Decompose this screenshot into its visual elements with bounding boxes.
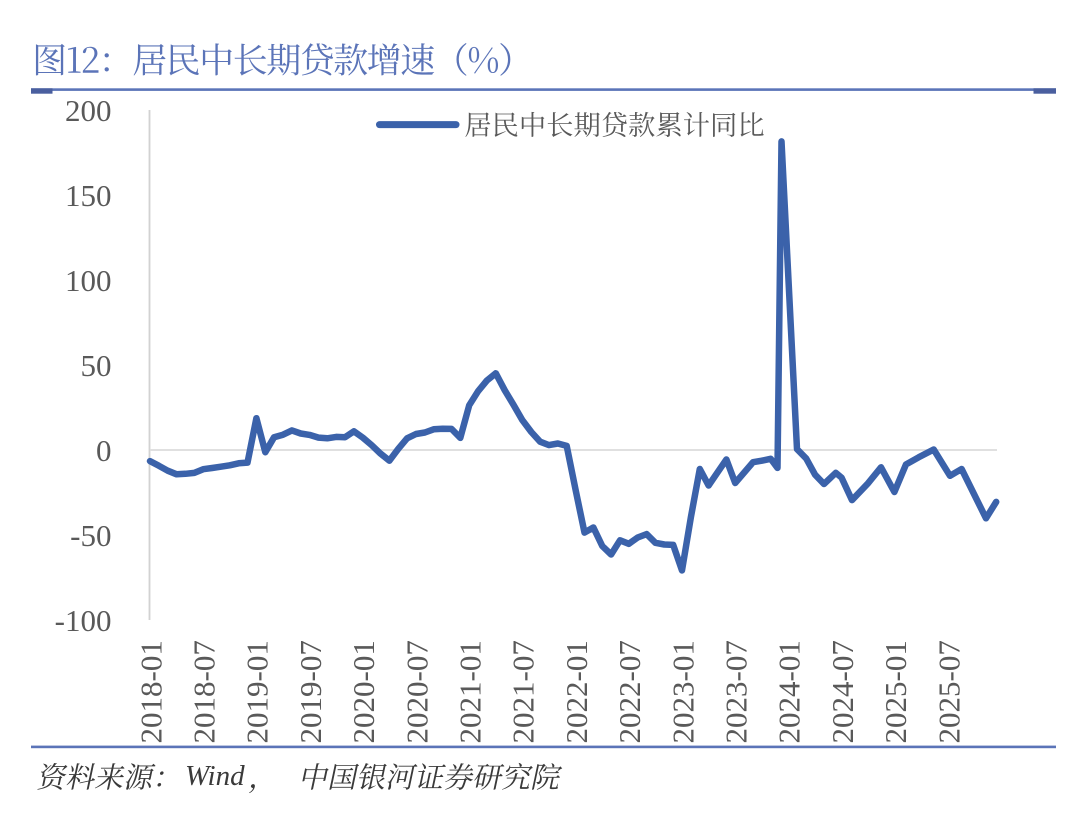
- svg-text:100: 100: [65, 263, 112, 298]
- svg-text:2022-07: 2022-07: [612, 640, 647, 743]
- svg-text:2025-01: 2025-01: [878, 640, 913, 743]
- svg-text:2021-01: 2021-01: [453, 640, 488, 743]
- svg-text:2020-07: 2020-07: [399, 640, 434, 743]
- svg-text:2020-01: 2020-01: [346, 640, 381, 743]
- svg-text:2023-07: 2023-07: [719, 640, 754, 743]
- svg-text:0: 0: [96, 433, 112, 468]
- svg-text:2018-07: 2018-07: [187, 640, 222, 743]
- svg-text:2018-01: 2018-01: [133, 640, 168, 743]
- svg-text:-50: -50: [70, 518, 111, 553]
- svg-text:200: 200: [65, 93, 112, 128]
- svg-text:2021-07: 2021-07: [506, 640, 541, 743]
- svg-text:50: 50: [81, 348, 112, 383]
- svg-text:150: 150: [65, 178, 112, 213]
- svg-text:2022-01: 2022-01: [559, 640, 594, 743]
- svg-text:2023-01: 2023-01: [665, 640, 700, 743]
- svg-text:Wind: Wind: [185, 760, 245, 792]
- svg-text:2024-01: 2024-01: [772, 640, 807, 743]
- svg-text:2019-01: 2019-01: [240, 640, 275, 743]
- svg-text:-100: -100: [55, 603, 112, 638]
- svg-text:2025-07: 2025-07: [931, 640, 966, 743]
- svg-text:2024-07: 2024-07: [825, 640, 860, 743]
- svg-text:2019-07: 2019-07: [293, 640, 328, 743]
